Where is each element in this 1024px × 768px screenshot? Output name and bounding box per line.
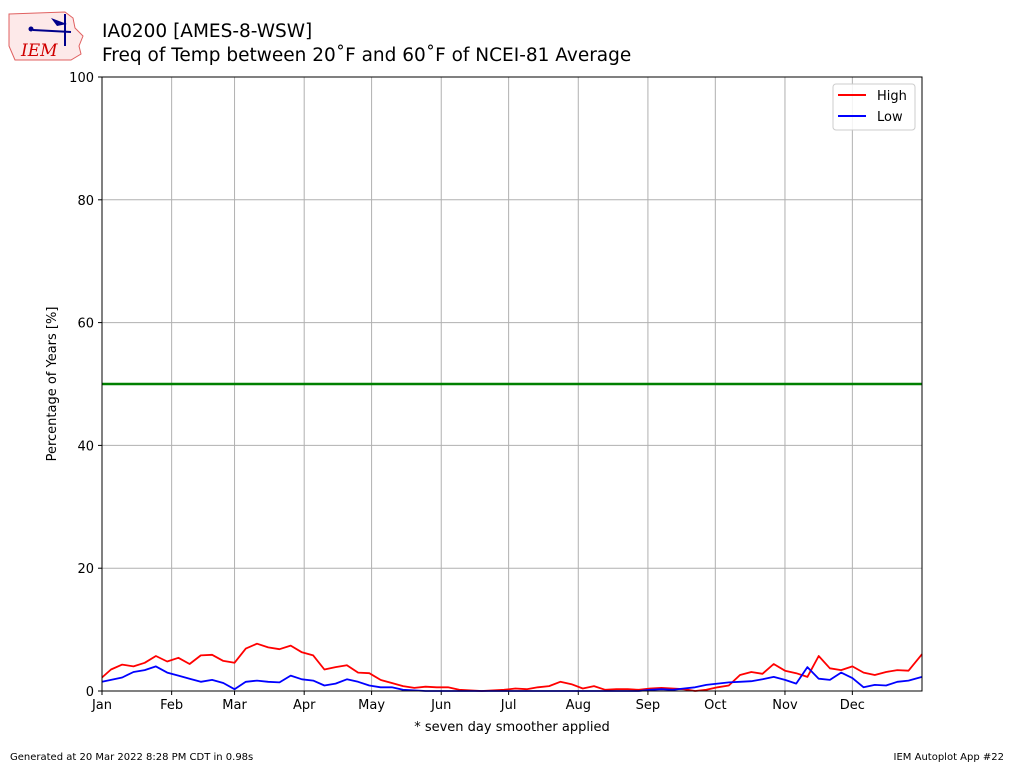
series-line-high (101, 642, 923, 692)
y-tick-label: 40 (77, 439, 94, 454)
x-tick-label-oct: Oct (704, 698, 726, 713)
y-axis-label: Percentage of Years [%] (45, 307, 60, 462)
chart-title-station: IA0200 [AMES-8-WSW] (102, 21, 313, 42)
y-tick-label: 100 (69, 71, 94, 86)
x-tick-label-mar: Mar (222, 698, 247, 713)
x-tick-label-jan: Jan (91, 698, 112, 713)
x-tick-label-jun: Jun (430, 698, 451, 713)
y-tick-label: 80 (77, 194, 94, 209)
autoplot-app-label: IEM Autoplot App #22 (893, 752, 1004, 763)
y-tick-label: 20 (77, 562, 94, 577)
x-tick-label-apr: Apr (293, 698, 316, 713)
x-axis-label: * seven day smoother applied (414, 720, 610, 735)
x-tick-label-sep: Sep (636, 698, 661, 713)
legend: High Low (832, 83, 916, 131)
weather-vane-crossbar (32, 29, 72, 33)
legend-label-low: Low (877, 110, 903, 125)
x-tick-label-nov: Nov (772, 698, 798, 713)
generated-timestamp: Generated at 20 Mar 2022 8:28 PM CDT in … (10, 752, 254, 763)
y-tick-label: 0 (86, 685, 94, 700)
chart-title-description: Freq of Temp between 20˚F and 60˚F of NC… (102, 45, 632, 66)
weather-vane-arrow (51, 18, 67, 26)
y-tick-label: 60 (77, 317, 94, 332)
legend-label-high: High (877, 89, 907, 104)
x-tick-label-dec: Dec (840, 698, 865, 713)
x-tick-label-feb: Feb (160, 698, 183, 713)
x-tick-label-jul: Jul (500, 698, 517, 713)
title-block: IA0200 [AMES-8-WSW] Freq of Temp between… (102, 20, 631, 68)
x-tick-label-may: May (358, 698, 385, 713)
axes-frame (101, 76, 923, 692)
weather-vane-cup (28, 26, 34, 32)
logo-text: IEM (20, 41, 58, 61)
iem-logo: IEM (8, 11, 84, 61)
x-tick-label-aug: Aug (566, 698, 591, 713)
